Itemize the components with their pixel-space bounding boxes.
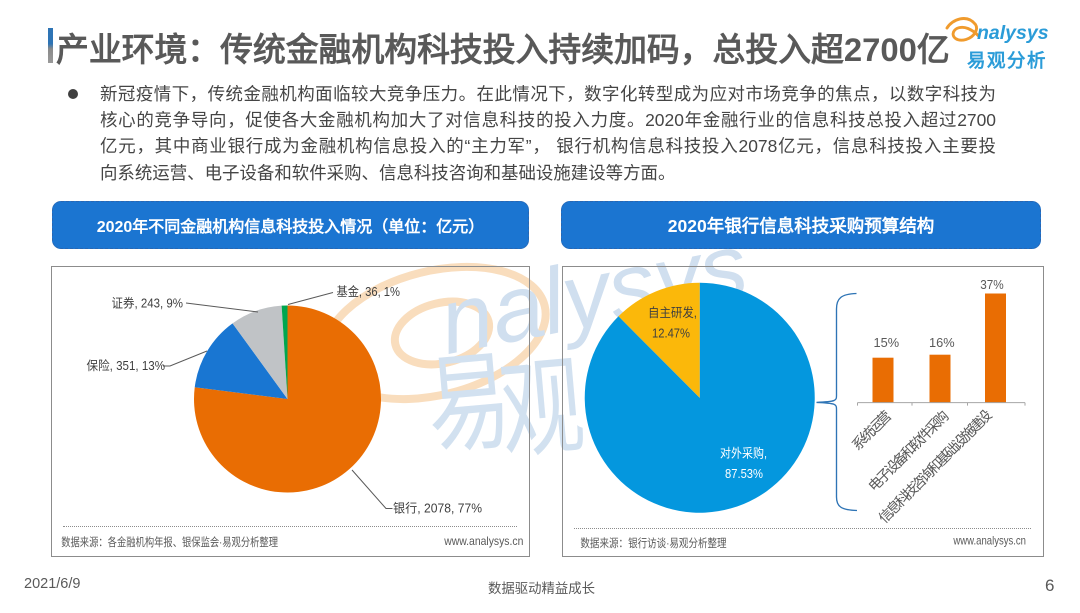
- svg-text:16%: 16%: [929, 335, 955, 350]
- svg-text:对外采购,: 对外采购,: [720, 446, 767, 461]
- svg-text:12.47%: 12.47%: [652, 327, 690, 341]
- svg-text:证券, 243, 9%: 证券, 243, 9%: [112, 296, 184, 311]
- svg-text:数据来源：各金融机构年报、银保监会·易观分析整理: 数据来源：各金融机构年报、银保监会·易观分析整理: [61, 535, 278, 549]
- svg-text:数据来源：银行访谈·易观分析整理: 数据来源：银行访谈·易观分析整理: [580, 536, 727, 550]
- svg-text:银行, 2078, 77%: 银行, 2078, 77%: [393, 502, 482, 516]
- svg-text:自主研发,: 自主研发,: [648, 305, 697, 320]
- svg-text:87.53%: 87.53%: [725, 467, 763, 481]
- svg-text:保险, 351, 13%: 保险, 351, 13%: [87, 358, 166, 373]
- svg-text:www.analysys.cn: www.analysys.cn: [443, 534, 523, 548]
- svg-text:15%: 15%: [874, 335, 900, 350]
- svg-text:www.analysys.cn: www.analysys.cn: [953, 534, 1026, 548]
- svg-text:37%: 37%: [980, 277, 1004, 292]
- svg-text:基金, 36, 1%: 基金, 36, 1%: [337, 284, 401, 299]
